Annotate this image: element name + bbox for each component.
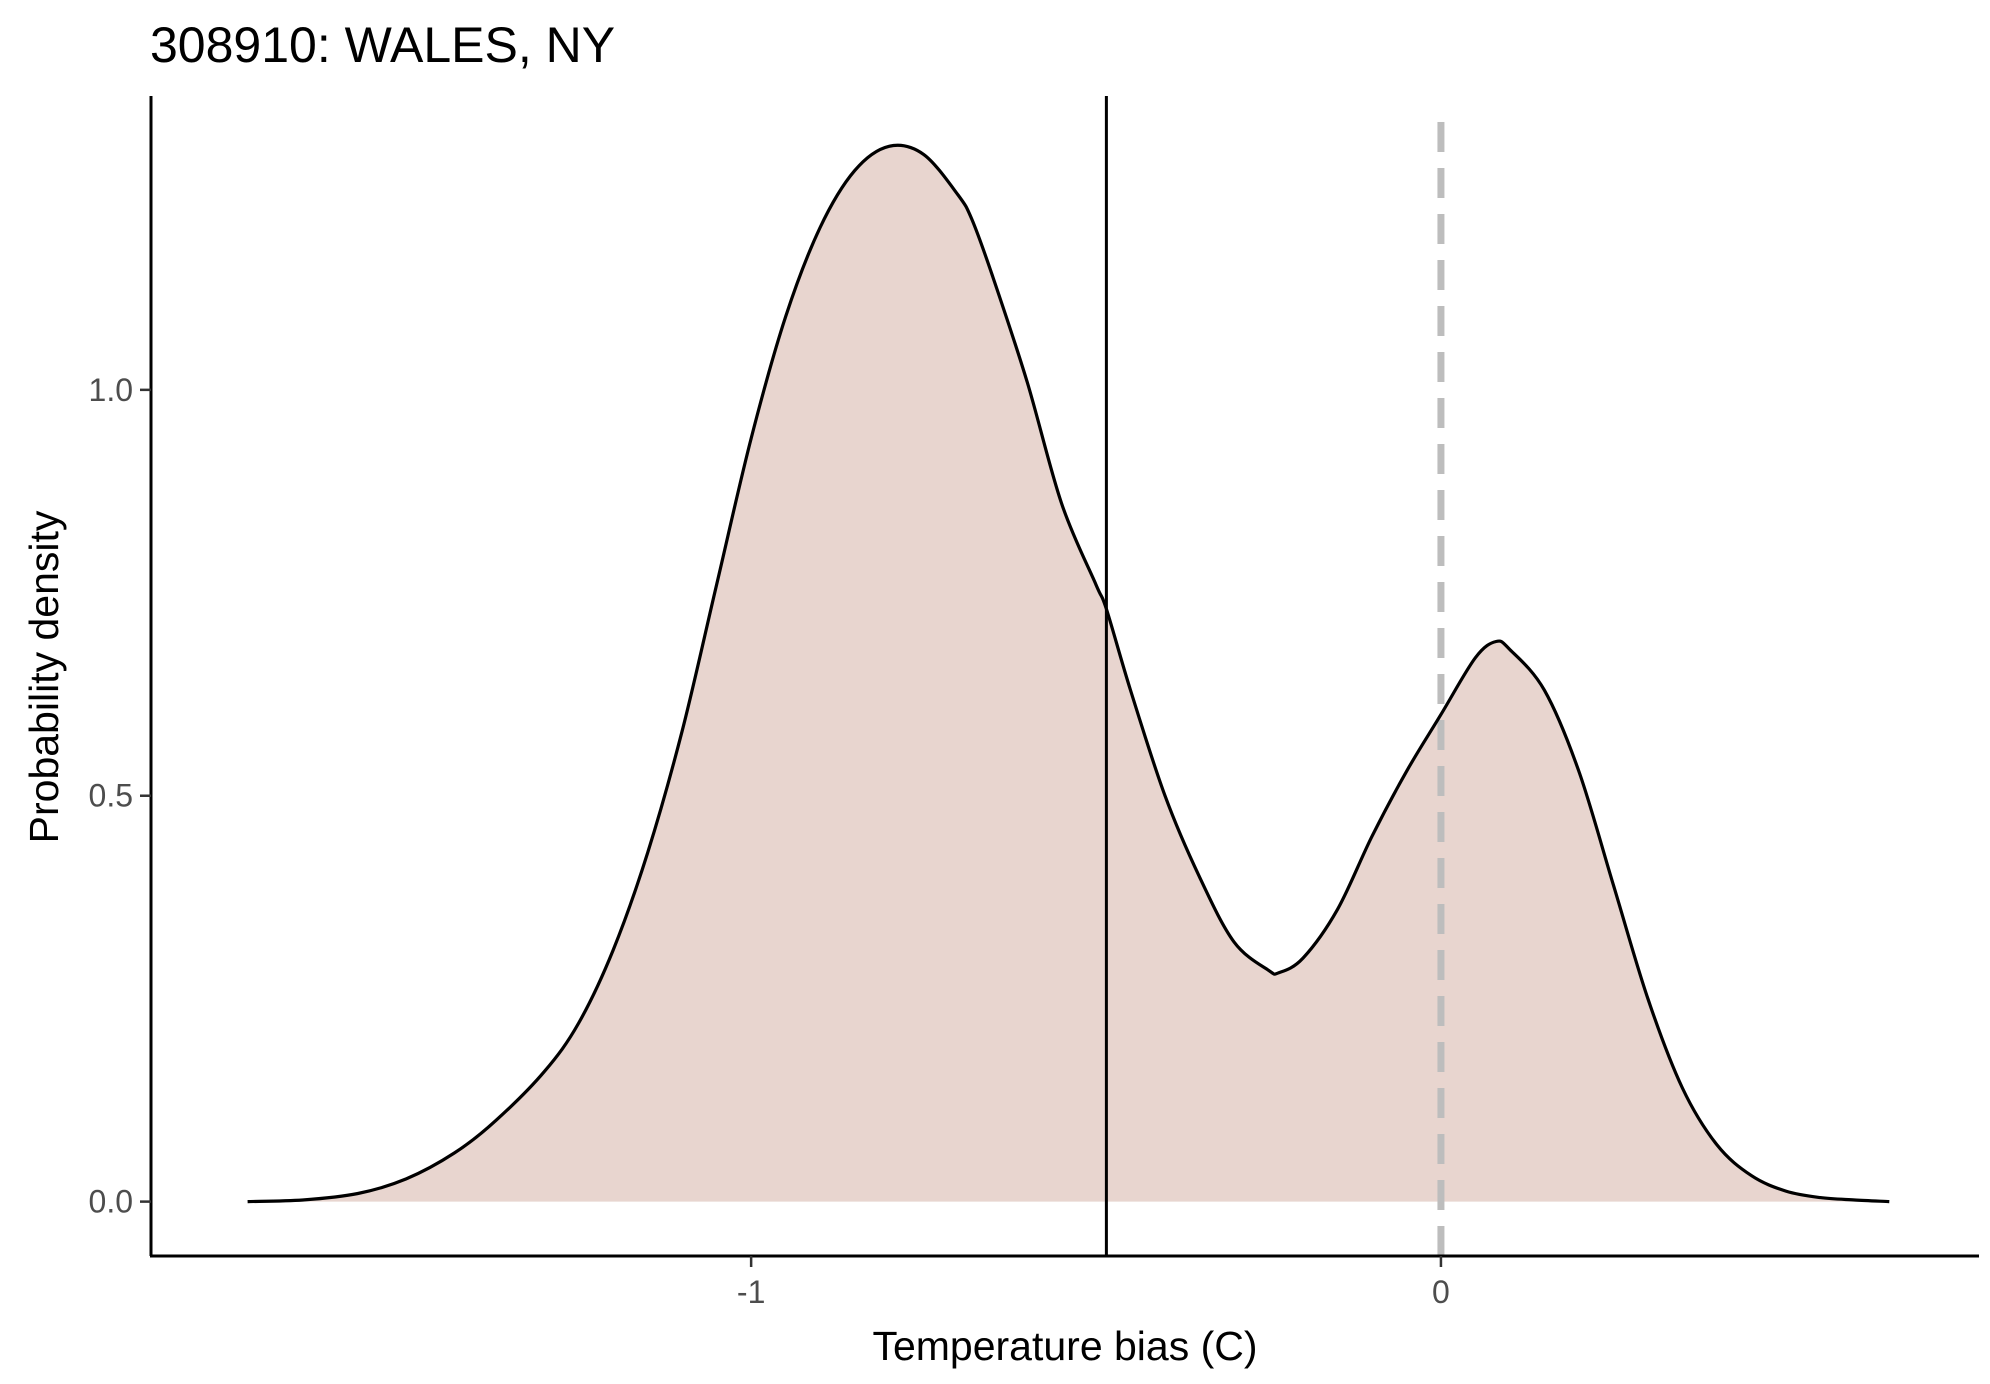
y-axis-title: Probability density xyxy=(21,510,67,843)
y-tick-label: 0.0 xyxy=(89,1184,133,1220)
density-curve xyxy=(247,143,1890,1204)
y-axis-ticks: 0.0 0.5 1.0 xyxy=(89,372,151,1220)
x-axis-ticks: -1 0 xyxy=(737,1256,1450,1310)
chart-title: 308910: WALES, NY xyxy=(150,17,615,73)
x-tick-label: -1 xyxy=(737,1274,765,1310)
x-tick-label: 0 xyxy=(1432,1274,1450,1310)
y-tick-label: 0.5 xyxy=(89,778,133,814)
y-tick-label: 1.0 xyxy=(89,372,133,408)
density-area-fill xyxy=(247,145,1890,1202)
plot-area xyxy=(247,96,1890,1256)
x-axis-title: Temperature bias (C) xyxy=(872,1323,1257,1369)
